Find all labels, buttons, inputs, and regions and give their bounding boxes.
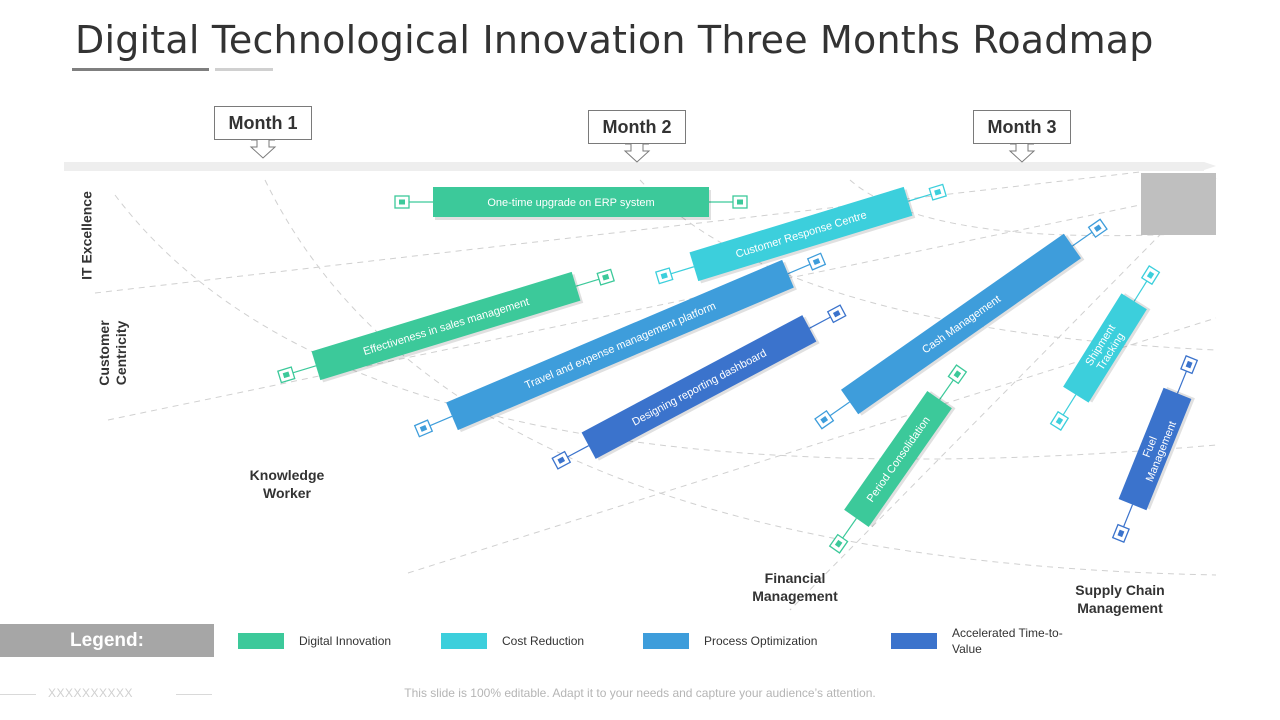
month-3-pointer — [1008, 143, 1036, 163]
bar-label: One-time upgrade on ERP system — [487, 197, 654, 209]
bar-end-marker-dot — [1117, 529, 1125, 538]
bar-end-marker-dot — [934, 188, 942, 196]
month-pointers — [249, 139, 1036, 163]
bar-body — [689, 186, 913, 282]
footer-note: This slide is 100% editable. Adapt it to… — [404, 686, 876, 700]
legend-label-process-optimization: Process Optimization — [704, 634, 818, 648]
legend-label-accelerated-time-to-value: Accelerated Time-to-Value — [952, 626, 1063, 656]
roadmap-bar: FuelManagement — [1111, 355, 1199, 543]
month-1-pointer — [249, 139, 277, 159]
title-underline-dark — [72, 68, 209, 71]
title-underline-light — [215, 68, 273, 71]
bar-end-marker-dot — [737, 199, 743, 205]
bar-end-marker-dot — [282, 371, 290, 379]
bar-end-marker-dot — [812, 258, 821, 266]
footer-rule-right — [176, 694, 212, 695]
month-3-label: Month 3 — [973, 110, 1071, 144]
guide-line — [114, 194, 1217, 460]
roadmap-bar: Cash Management — [814, 218, 1108, 430]
bar-label: Effectiveness in sales management — [362, 296, 531, 358]
bar-label: Designing reporting dashboard — [630, 347, 768, 428]
roadmap-bar: ShipmentTracking — [1049, 265, 1161, 431]
bar-body — [581, 315, 817, 459]
bar-end-marker-dot — [953, 370, 962, 379]
bar-body — [433, 187, 709, 217]
bar-body — [840, 233, 1082, 415]
axis-label-supply-chain-management: Supply Chain Management — [1075, 582, 1165, 616]
bar-end-marker-dot — [1055, 417, 1064, 425]
bar-body — [1063, 293, 1147, 403]
placeholder-block — [1141, 173, 1216, 235]
page-title: Digital Technological Innovation Three M… — [75, 18, 1154, 62]
bar-end-marker-dot — [399, 199, 405, 205]
bar-end-marker-dot — [1185, 360, 1193, 369]
axis-label-it-excellence: IT Excellence — [78, 191, 95, 280]
bar-end-marker-dot — [832, 310, 841, 318]
legend-title: Legend: — [0, 624, 214, 657]
month-1-label: Month 1 — [214, 106, 312, 140]
legend-swatch-accelerated-time-to-value — [891, 633, 937, 649]
bar-end-marker-dot — [820, 416, 829, 424]
bar-body — [844, 391, 952, 527]
bar-end-marker-dot — [1146, 271, 1155, 279]
bar-body — [1118, 387, 1192, 511]
bar-end-marker-dot — [834, 539, 843, 548]
guide-lines — [94, 171, 1217, 611]
legend-swatch-cost-reduction — [441, 633, 487, 649]
bar-label: Period Consolidation — [865, 415, 933, 505]
axis-label-customer-centricity: Customer Centricity — [96, 320, 129, 386]
footer-rule-left — [0, 694, 36, 695]
roadmap-bar: One-time upgrade on ERP system — [394, 187, 748, 220]
timeline-arrow-tip — [1204, 162, 1216, 170]
bar-end-marker-dot — [660, 272, 668, 280]
legend-swatch-process-optimization — [643, 633, 689, 649]
axis-label-knowledge-worker: Knowledge Worker — [249, 467, 325, 501]
bar-end-marker-dot — [1093, 224, 1102, 232]
footer-placeholder: XXXXXXXXXX — [48, 686, 134, 700]
legend-label-cost-reduction: Cost Reduction — [502, 634, 585, 648]
bar-body — [311, 271, 581, 381]
month-2-label: Month 2 — [588, 110, 686, 144]
guide-line — [264, 179, 1217, 576]
bar-end-marker-dot — [557, 456, 566, 464]
legend-label-digital-innovation: Digital Innovation — [299, 634, 392, 648]
timeline-band — [64, 162, 1204, 171]
legend-swatch-digital-innovation — [238, 633, 284, 649]
bar-end-marker-dot — [602, 273, 610, 281]
month-2-pointer — [623, 143, 651, 163]
bar-end-marker-dot — [419, 424, 428, 432]
bar-body — [446, 259, 794, 431]
axis-label-financial-management: Financial Management — [752, 570, 838, 604]
guide-line — [789, 177, 1217, 611]
